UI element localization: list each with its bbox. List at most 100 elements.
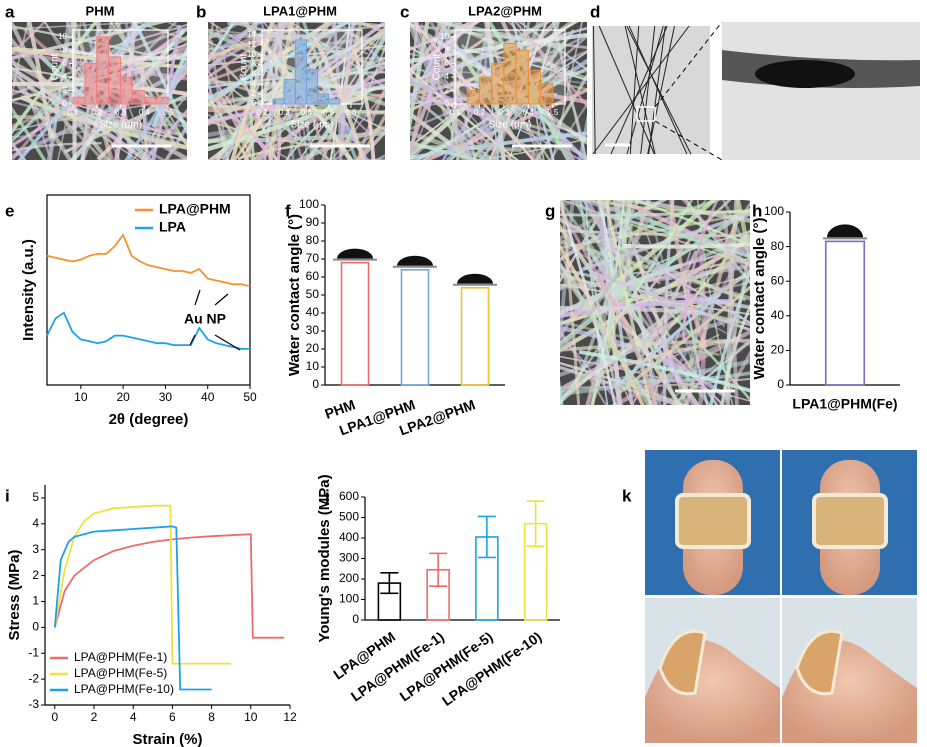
fiber <box>208 104 385 114</box>
fiber <box>96 68 187 160</box>
fiber <box>164 122 187 160</box>
fibers <box>560 200 750 405</box>
y-tick-label: 6 <box>63 59 68 68</box>
fiber <box>480 65 570 160</box>
fiber <box>208 22 245 41</box>
y-tick-label: 6 <box>445 59 450 68</box>
x-tick-label: 10 <box>244 710 258 724</box>
x-tick-label: 0.4 <box>139 108 151 117</box>
fibers <box>410 22 587 160</box>
fiber <box>12 50 187 81</box>
y-tick-label: 8 <box>252 60 257 69</box>
fiber <box>662 339 750 405</box>
fiber <box>43 22 121 160</box>
fibers <box>12 22 187 160</box>
axes-frame <box>46 194 251 386</box>
fiber <box>410 67 519 160</box>
fiber <box>208 31 385 124</box>
y-tick-label: 4 <box>32 516 39 530</box>
fiber <box>653 235 750 405</box>
x-axis-label: 2θ (degree) <box>109 411 189 428</box>
y-tick-label: 40 <box>771 308 785 322</box>
fiber <box>12 106 47 160</box>
sem-image <box>560 200 750 405</box>
x-tick-label: 0.2 <box>256 108 268 117</box>
fiber <box>13 73 141 160</box>
x-tick-label: 0.3 <box>279 108 291 117</box>
x-tick-label: 0.5 <box>162 108 174 117</box>
histogram-bar <box>84 63 98 105</box>
fiber <box>681 200 750 276</box>
y-tick-label: 8 <box>445 45 450 54</box>
x-tick-label: 30 <box>159 390 173 404</box>
x-tick-label: 10 <box>74 390 88 404</box>
fiber <box>647 228 750 358</box>
histogram-bar <box>515 49 529 105</box>
y-tick-label: 100 <box>299 197 319 211</box>
y-tick-label: 2 <box>32 568 39 582</box>
fiber <box>132 22 187 136</box>
fiber <box>412 22 535 160</box>
patch <box>812 493 888 549</box>
y-axis-label: Count <box>239 53 250 80</box>
bar <box>460 286 490 386</box>
fiber <box>12 81 187 96</box>
y-tick-label: 12 <box>247 40 256 49</box>
annotation: Au NP <box>184 311 226 327</box>
histogram-bar <box>72 96 86 105</box>
fiber <box>560 266 651 405</box>
fiber <box>560 200 575 355</box>
panel-letter: a <box>5 2 15 21</box>
fiber <box>719 350 750 405</box>
fiber <box>426 22 447 109</box>
tem-fiber <box>647 25 676 155</box>
fiber <box>722 213 739 405</box>
x-tick-label: 4 <box>130 710 137 724</box>
fiber <box>551 22 587 160</box>
y-tick-label: 100 <box>764 204 784 218</box>
tem-fiber <box>592 25 690 155</box>
fiber <box>12 26 187 96</box>
fiber <box>573 200 634 389</box>
histogram-bar <box>294 39 307 105</box>
fiber <box>560 305 704 315</box>
x-tick-label: 0.4 <box>301 108 313 117</box>
fiber <box>560 213 653 354</box>
fiber <box>592 200 726 328</box>
y-tick-label: 3 <box>32 542 39 556</box>
histogram-bar <box>155 96 169 105</box>
fiber <box>12 22 30 101</box>
x-tick-label: 0.6 <box>345 108 357 117</box>
y-tick-label: -3 <box>28 697 39 711</box>
fiber <box>225 22 288 160</box>
fiber <box>208 22 351 101</box>
fiber <box>560 355 750 402</box>
y-axis-label: Stress (MPa) <box>6 550 23 641</box>
y-axis-label: Young's modules (MPa) <box>316 474 333 642</box>
legend-label: LPA <box>159 219 186 235</box>
y-tick-label: 5 <box>32 490 39 504</box>
tem-right <box>722 22 920 160</box>
histogram-bar <box>503 42 517 105</box>
histogram-bar <box>143 96 157 105</box>
histogram-bar <box>96 36 110 105</box>
fiber <box>438 22 587 82</box>
sem-image <box>12 22 187 160</box>
fiber <box>413 22 551 90</box>
fiber <box>131 94 187 160</box>
fiber <box>410 91 496 160</box>
fiber <box>617 285 750 395</box>
tem-fiber <box>624 25 656 155</box>
histogram-bar <box>283 78 296 105</box>
fiber <box>560 274 750 324</box>
y-tick-label: 40 <box>306 305 320 319</box>
error-bar <box>477 515 496 559</box>
y-tick-label: 10 <box>247 50 256 59</box>
fiber <box>249 22 258 160</box>
x-tick-label: 40 <box>201 390 215 404</box>
fiber <box>517 22 587 71</box>
sem-image <box>410 22 587 160</box>
fiber <box>560 269 750 395</box>
fiber <box>410 22 576 160</box>
